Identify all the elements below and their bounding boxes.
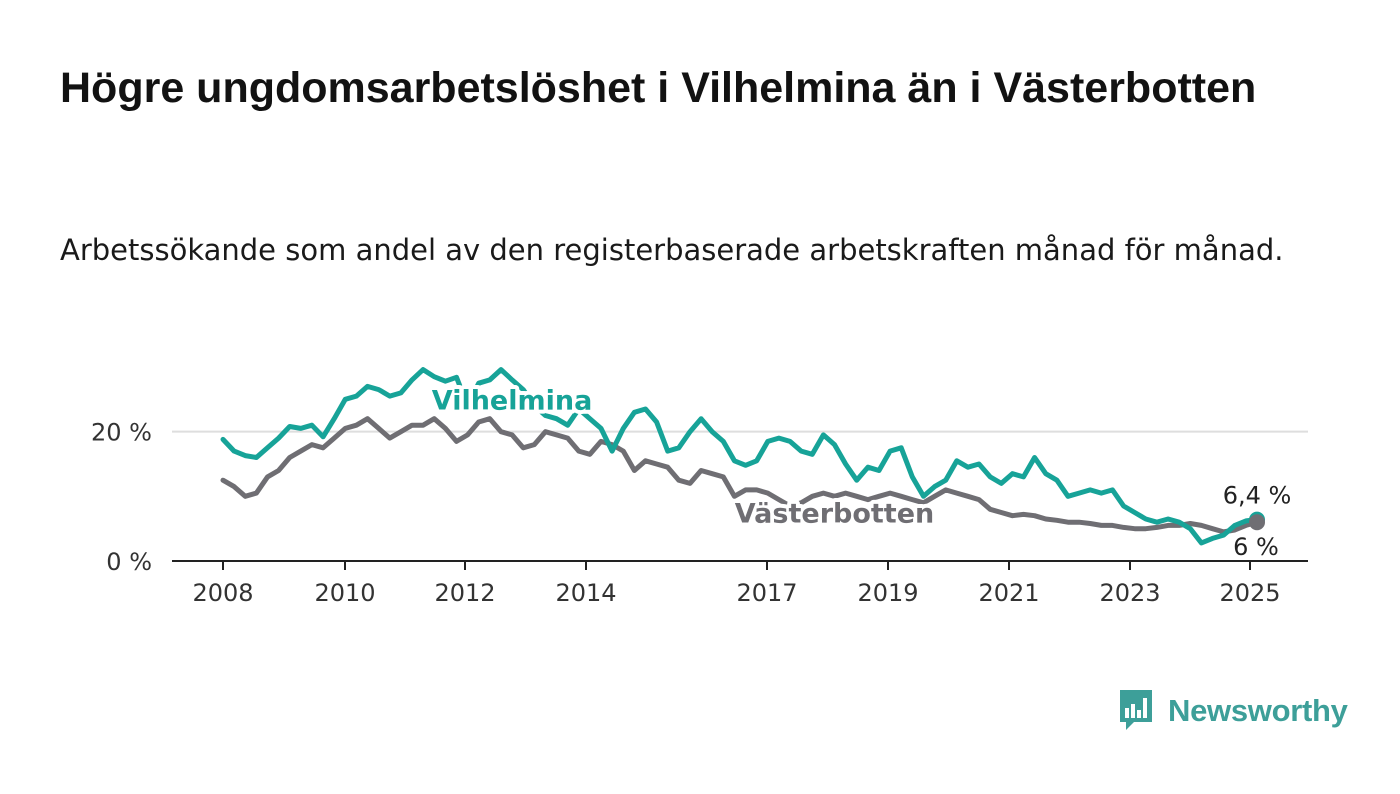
x-tick-label: 2023 bbox=[1099, 579, 1160, 607]
newsworthy-logo-icon bbox=[1120, 690, 1152, 730]
x-tick-label: 2025 bbox=[1219, 579, 1280, 607]
chart-subtitle: Arbetssökande som andel av den registerb… bbox=[60, 233, 1284, 267]
end-value-label-vasterbotten-halo: 6 % bbox=[1233, 533, 1279, 561]
end-value-label-vilhelmina: 6,4 % bbox=[1223, 482, 1292, 510]
x-tick-label: 2014 bbox=[555, 579, 616, 607]
series-label-vilhelmina-halo: Vilhelmina bbox=[432, 385, 593, 416]
end-value-label-vilhelmina-halo: 6,4 % bbox=[1223, 482, 1292, 510]
series-end-point bbox=[1249, 514, 1265, 531]
series-layer bbox=[220, 367, 1265, 546]
y-tick-label: 0 % bbox=[106, 548, 152, 576]
x-tick-label: 2019 bbox=[857, 579, 918, 607]
x-tick-label: 2010 bbox=[314, 579, 375, 607]
series-line-0 bbox=[220, 367, 1260, 546]
y-tick-label: 20 % bbox=[91, 419, 152, 447]
axis-layer: 0 % 20 % 2008 2010 2012 2014 2017 2019 2021 2023 2… bbox=[91, 419, 1308, 607]
x-tick-label: 2017 bbox=[736, 579, 797, 607]
series-label-vasterbotten-halo: Västerbotten bbox=[735, 499, 934, 530]
series-label-vasterbotten: Västerbotten bbox=[735, 499, 934, 530]
x-tick-label: 2021 bbox=[978, 579, 1039, 607]
x-tick-label: 2012 bbox=[434, 579, 495, 607]
x-tick-label: 2008 bbox=[192, 579, 253, 607]
line-chart: 0 % 20 % 2008 2010 2012 2014 2017 2019 2021 2023 2… bbox=[91, 367, 1308, 607]
series-label-vilhelmina: Vilhelmina bbox=[432, 385, 593, 416]
brand: Newsworthy bbox=[1118, 688, 1348, 734]
chart-title: Högre ungdomsarbetslöshet i Vilhelmina ä… bbox=[60, 64, 1257, 112]
label-layer: VilhelminaVilhelminaVästerbottenVästerbo… bbox=[428, 381, 1296, 565]
brand-name: Newsworthy bbox=[1168, 693, 1348, 728]
series-line-1 bbox=[220, 416, 1260, 535]
end-value-label-vasterbotten: 6 % bbox=[1233, 533, 1279, 561]
